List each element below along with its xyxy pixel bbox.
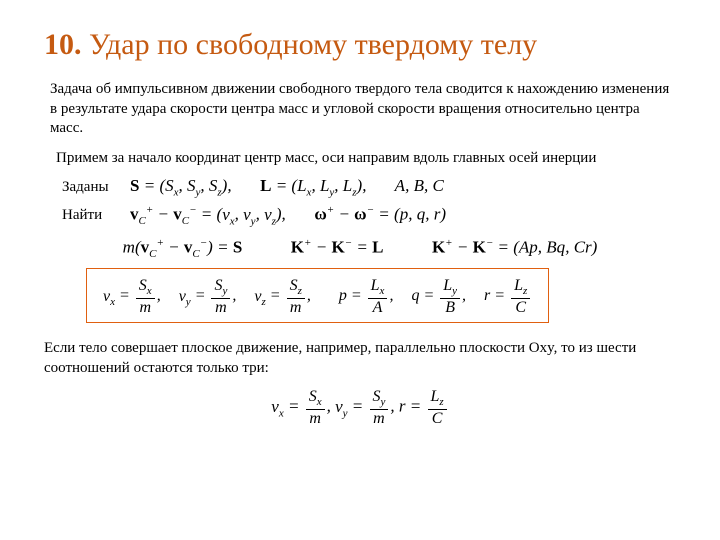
boxed-relations: vx = Sxm, vy = Sym, vz = Szm, p = LxA, q… [86,268,549,323]
title-number: 10. [44,28,82,61]
main-equations: m(vC+ − vC−) = S K+ − K− = L K+ − K− = (… [44,237,676,260]
origin-note: Примем за начало координат центр масс, о… [56,149,676,169]
find-label: Найти [62,207,130,224]
find-row: Найти vC+ − vC− = (vx, vy, vz), ω+ − ω− … [62,204,676,227]
slide: 10. Удар по свободному твердому телу Зад… [0,0,720,540]
boxed-relations-wrapper: vx = Sxm, vy = Sym, vz = Szm, p = LxA, q… [44,260,676,323]
given-label: Заданы [62,179,130,196]
find-expression: vC+ − vC− = (vx, vy, vz), ω+ − ω− = (p, … [130,204,446,227]
given-expression: S = (Sx, Sy, Sz), L = (Lx, Ly, Lz), A, B… [130,176,444,198]
title-text: Удар по свободному твердому телу [89,28,537,61]
planar-note: Если тело совершает плоское движение, на… [44,339,676,378]
slide-title: 10. Удар по свободному твердому телу [44,28,676,62]
given-row: Заданы S = (Sx, Sy, Sz), L = (Lx, Ly, Lz… [62,176,676,198]
intro-paragraph: Задача об импульсивном движении свободно… [50,80,676,139]
planar-relations: vx = Sxm, vy = Sym, r = LzC [44,388,676,427]
